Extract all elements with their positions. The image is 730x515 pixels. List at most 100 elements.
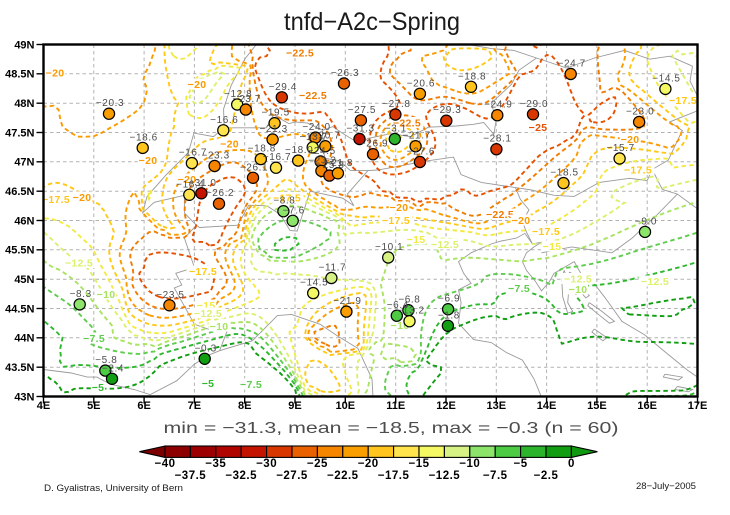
svg-text:−22.5: −22.5	[486, 209, 514, 221]
svg-text:−26.2: −26.2	[206, 188, 234, 199]
svg-text:−29.0: −29.0	[520, 99, 548, 110]
svg-text:12E: 12E	[436, 400, 456, 412]
svg-text:47N: 47N	[14, 157, 34, 169]
svg-text:−13.2: −13.2	[396, 306, 424, 317]
svg-text:46.5N: 46.5N	[5, 186, 34, 198]
svg-text:−6.9: −6.9	[438, 294, 460, 305]
svg-text:−5.8: −5.8	[95, 355, 117, 366]
svg-text:−18.8: −18.8	[248, 144, 276, 155]
svg-text:−23.2: −23.2	[308, 155, 336, 166]
svg-text:−16.7: −16.7	[263, 152, 291, 163]
svg-text:−12.5: −12.5	[65, 257, 93, 269]
svg-text:−20.7: −20.7	[312, 131, 340, 142]
svg-text:−14.5: −14.5	[652, 73, 680, 84]
svg-text:49N: 49N	[14, 39, 34, 51]
svg-text:−14.5: −14.5	[300, 278, 328, 289]
svg-text:tnfd−A2c−Spring: tnfd−A2c−Spring	[284, 8, 460, 36]
svg-text:−9.0: −9.0	[635, 216, 657, 227]
svg-text:5E: 5E	[87, 400, 100, 412]
svg-text:−20: −20	[220, 138, 239, 150]
svg-text:13E: 13E	[487, 400, 507, 412]
svg-text:−21.9: −21.9	[333, 296, 361, 307]
svg-text:−20: −20	[178, 174, 197, 186]
svg-text:−5: −5	[92, 382, 105, 394]
svg-text:−13.7: −13.7	[300, 132, 328, 143]
svg-text:11E: 11E	[386, 400, 405, 412]
svg-text:48N: 48N	[14, 98, 34, 110]
svg-text:−8.3: −8.3	[70, 289, 92, 300]
svg-text:−12.5: −12.5	[429, 470, 461, 482]
svg-text:−20: −20	[512, 215, 531, 227]
svg-text:−20: −20	[621, 134, 640, 146]
svg-text:−2.4: −2.4	[102, 363, 124, 374]
svg-text:−27.8: −27.8	[382, 99, 410, 110]
svg-text:43.5N: 43.5N	[5, 362, 34, 374]
svg-text:−20: −20	[358, 458, 379, 470]
svg-text:−17.5: −17.5	[382, 215, 410, 227]
svg-text:10E: 10E	[336, 400, 356, 412]
svg-text:−11.7: −11.7	[319, 263, 347, 274]
svg-text:43N: 43N	[14, 391, 34, 403]
svg-text:−30: −30	[256, 458, 277, 470]
svg-text:−17.5: −17.5	[42, 194, 70, 206]
svg-text:7E: 7E	[188, 400, 201, 412]
svg-text:−10: −10	[569, 284, 588, 296]
svg-text:−12.5: −12.5	[194, 308, 222, 320]
svg-text:−23.7: −23.7	[233, 94, 261, 105]
svg-text:−23.5: −23.5	[156, 290, 184, 301]
svg-text:−1.8: −1.8	[438, 310, 460, 321]
svg-text:16E: 16E	[637, 400, 657, 412]
svg-text:−32.5: −32.5	[225, 470, 257, 482]
svg-text:−27.5: −27.5	[348, 105, 376, 116]
svg-text:−15.7: −15.7	[606, 143, 634, 154]
svg-text:−26.9: −26.9	[360, 139, 388, 150]
svg-text:−7.5: −7.5	[508, 283, 530, 295]
svg-text:−10: −10	[97, 289, 116, 301]
svg-text:−6.4: −6.4	[387, 300, 409, 311]
svg-text:−27.5: −27.5	[276, 470, 308, 482]
svg-text:−20: −20	[73, 192, 92, 204]
svg-text:−18.6: −18.6	[130, 132, 158, 143]
svg-text:−3.1: −3.1	[385, 124, 407, 135]
svg-text:8E: 8E	[238, 400, 251, 412]
svg-text:−20: −20	[390, 202, 409, 214]
svg-text:−5: −5	[514, 458, 528, 470]
svg-text:−15: −15	[543, 241, 562, 253]
svg-text:−7.5: −7.5	[83, 333, 105, 345]
svg-text:−24.7: −24.7	[558, 59, 586, 70]
svg-text:−23.0: −23.0	[626, 107, 654, 118]
svg-text:−2.5: −2.5	[534, 470, 559, 482]
svg-text:−12.8: −12.8	[224, 89, 252, 100]
svg-text:9E: 9E	[288, 400, 301, 412]
svg-text:−21.3: −21.3	[259, 124, 287, 135]
svg-text:−12.5: −12.5	[431, 239, 459, 251]
svg-text:−21.7: −21.7	[402, 131, 430, 142]
svg-text:45.5N: 45.5N	[5, 245, 34, 257]
svg-text:45N: 45N	[14, 274, 34, 286]
svg-text:−37.5: −37.5	[175, 470, 207, 482]
svg-text:46N: 46N	[14, 215, 34, 227]
svg-text:28−July−2005: 28−July−2005	[636, 481, 696, 492]
svg-text:−23.3: −23.3	[201, 151, 229, 162]
svg-text:−17.5: −17.5	[189, 266, 217, 278]
svg-text:−24.9: −24.9	[484, 100, 512, 111]
svg-text:−8.8: −8.8	[273, 196, 295, 207]
svg-text:−24.0: −24.0	[302, 122, 330, 133]
svg-text:−22.5: −22.5	[299, 90, 327, 102]
svg-text:−5: −5	[202, 378, 215, 390]
svg-text:−7.5: −7.5	[483, 470, 508, 482]
svg-text:15E: 15E	[587, 400, 607, 412]
svg-text:−28.1: −28.1	[483, 134, 511, 145]
svg-text:−10: −10	[459, 458, 480, 470]
svg-text:−29.4: −29.4	[269, 82, 297, 93]
svg-text:−17.5: −17.5	[273, 192, 301, 204]
svg-text:44.5N: 44.5N	[5, 303, 34, 315]
svg-text:−26.3: −26.3	[331, 68, 359, 79]
svg-text:4E: 4E	[37, 400, 50, 412]
svg-text:−40: −40	[154, 458, 175, 470]
svg-text:−10.1: −10.1	[375, 242, 403, 253]
svg-text:−10: −10	[210, 321, 229, 333]
svg-text:min = −31.3, mean = −18.5, max: min = −31.3, mean = −18.5, max = −0.3 (n…	[164, 420, 619, 437]
svg-text:−25: −25	[529, 122, 548, 134]
svg-text:−18.0: −18.0	[285, 145, 313, 156]
